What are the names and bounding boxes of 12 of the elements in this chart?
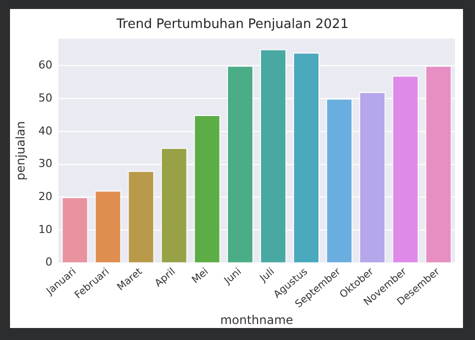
x-tick-label: Juli <box>258 266 277 285</box>
y-tick-label: 20 <box>38 190 52 204</box>
y-tick-label: 40 <box>38 124 52 138</box>
y-tick-label: 0 <box>45 256 52 269</box>
y-tick-label: 10 <box>38 222 52 236</box>
y-tick-label: 50 <box>38 91 52 104</box>
chart-title: Trend Pertumbuhan Penjualan 2021 <box>116 17 348 32</box>
y-axis-title: penjualan <box>13 121 28 180</box>
y-tick-label: 60 <box>38 58 52 72</box>
x-axis-title: monthname <box>220 312 294 327</box>
y-tick-label: 30 <box>38 157 52 170</box>
x-tick-label: Mei <box>190 266 211 286</box>
